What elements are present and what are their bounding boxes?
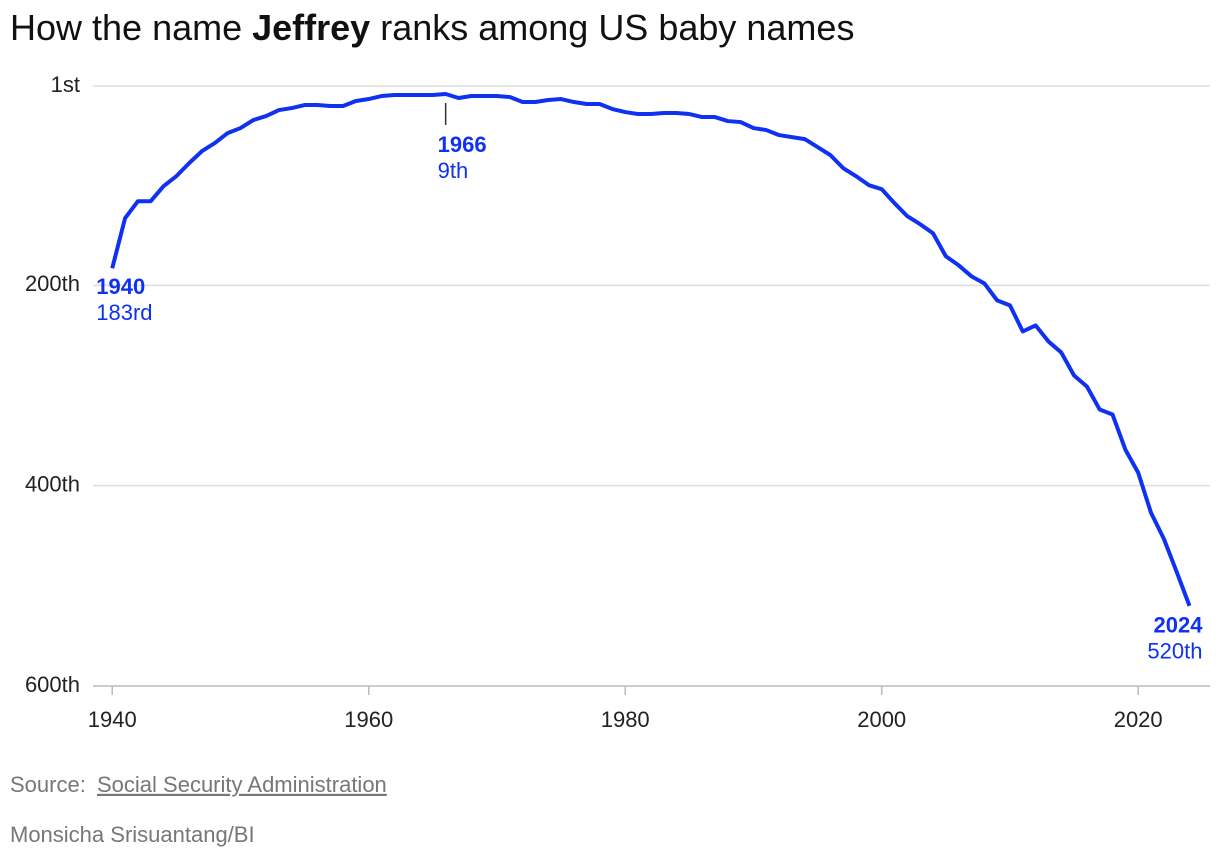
- source-prefix: Source:: [10, 772, 86, 797]
- chart-title: How the name Jeffrey ranks among US baby n…: [10, 7, 854, 48]
- credit: Monsicha Srisuantang/BI: [10, 822, 255, 847]
- source-link[interactable]: Social Security Administration: [97, 772, 387, 797]
- title-part: Jeffrey: [252, 7, 370, 48]
- annotation-value: 9th: [438, 158, 469, 183]
- x-tick-label: 2020: [1114, 707, 1163, 732]
- annotation-year: 1940: [96, 274, 145, 299]
- line: [110, 92, 1192, 607]
- annotation-year: 2024: [1154, 613, 1204, 638]
- x-tick-label: 1960: [344, 707, 393, 732]
- x-tick-label: 1940: [88, 707, 137, 732]
- y-tick-label: 600th: [25, 672, 80, 697]
- annotation-value: 183rd: [96, 300, 152, 325]
- y-tick-label: 200th: [25, 271, 80, 296]
- annotation-year: 1966: [438, 132, 487, 157]
- x-tick-label: 2000: [857, 707, 906, 732]
- y-tick-label: 400th: [25, 471, 80, 496]
- title-part: How the name: [10, 7, 242, 48]
- title-part: ranks among US baby names: [380, 7, 854, 48]
- x-tick-label: 1980: [601, 707, 650, 732]
- annotation-value: 520th: [1147, 639, 1202, 664]
- y-tick-label: 1st: [51, 72, 80, 97]
